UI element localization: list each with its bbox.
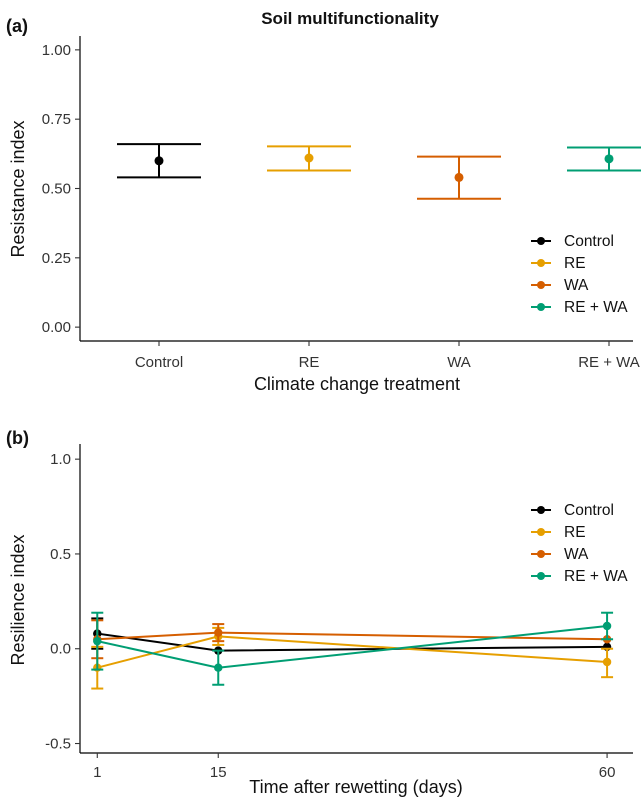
panel-a-marks: [117, 143, 641, 200]
data-point-wa: [454, 172, 464, 182]
panel-b-x-tick-label: 1: [93, 764, 101, 781]
data-point-re: [602, 657, 612, 667]
legend-label: Control: [564, 233, 614, 250]
panel-a-y-ticks: 0.00 0.25 0.50 0.75 1.00: [42, 42, 80, 336]
panel-b-series-re: [91, 626, 614, 690]
data-point-wa: [214, 628, 223, 637]
panel-a-y-tick-label: 0.75: [42, 111, 71, 128]
legend-marker: [537, 572, 545, 580]
panel-b-series-re-wa: [91, 611, 614, 686]
legend-item-re-wa: RE + WA: [531, 299, 628, 316]
panel-a-x-tick-label: Control: [135, 354, 183, 371]
legend-item-wa: WA: [531, 546, 589, 563]
figure-title: Soil multifunctionality: [261, 9, 439, 28]
panel-a-y-tick-label: 0.50: [42, 181, 71, 198]
legend-marker: [537, 550, 545, 558]
legend-item-re: RE: [531, 255, 586, 272]
panel-a-x-ticks: Control RE WA RE + WA: [135, 341, 640, 371]
legend-item-wa: WA: [531, 277, 589, 294]
panel-b-label: (b): [6, 428, 29, 448]
legend-item-re: RE: [531, 524, 586, 541]
panel-a-series-wa: [417, 155, 501, 200]
legend-marker: [537, 259, 545, 267]
legend-label: RE: [564, 255, 586, 272]
legend-marker: [537, 303, 545, 311]
panel-a-x-tick-label: WA: [447, 354, 471, 371]
legend-item-control: Control: [531, 233, 614, 250]
legend-label: Control: [564, 502, 614, 519]
data-point-control: [154, 156, 164, 166]
panel-b-y-title: Resilience index: [8, 534, 28, 665]
legend-item-re-wa: RE + WA: [531, 568, 628, 585]
data-point-re-wa: [93, 636, 102, 646]
legend-item-control: Control: [531, 502, 614, 519]
panel-b-marks: [91, 611, 614, 690]
panel-a-y-title: Resistance index: [8, 120, 28, 257]
legend-marker: [537, 281, 545, 289]
data-point-re-wa: [602, 621, 612, 631]
legend-marker: [537, 528, 545, 536]
panel-b-y-ticks: -0.5 0.0 0.5 1.0: [45, 451, 80, 753]
panel-a-series-re-wa: [567, 146, 641, 172]
panel-b-y-tick-label: 0.0: [50, 641, 71, 658]
legend-label: RE + WA: [564, 299, 628, 316]
legend-label: RE: [564, 524, 586, 541]
panel-b: (b) -0.5 0.0 0.5 1.0 1 15 60 Time after rewet…: [6, 428, 633, 797]
data-point-re-wa: [604, 154, 614, 164]
panel-a-series-re: [267, 145, 351, 172]
panel-b-legend: Control RE WA RE + WA: [531, 502, 628, 585]
panel-a-y-tick-label: 0.00: [42, 319, 71, 336]
data-point-re: [304, 153, 314, 163]
panel-b-x-ticks: 1 15 60: [93, 753, 615, 781]
data-point-re-wa: [214, 663, 223, 672]
panel-a-x-tick-label: RE + WA: [578, 354, 640, 371]
panel-a-series-control: [117, 143, 201, 179]
panel-b-series-wa: [91, 619, 612, 660]
panel-a-label: (a): [6, 16, 28, 36]
legend-label: WA: [564, 277, 589, 294]
panel-b-x-tick-label: 60: [599, 764, 616, 781]
series-line-re: [97, 635, 608, 669]
legend-label: RE + WA: [564, 568, 628, 585]
panel-b-x-title: Time after rewetting (days): [249, 777, 462, 797]
panel-b-x-tick-label: 15: [210, 764, 227, 781]
panel-b-y-tick-label: 0.5: [50, 546, 71, 563]
legend-label: WA: [564, 546, 589, 563]
legend-marker: [537, 237, 545, 245]
panel-a-x-tick-label: RE: [299, 354, 320, 371]
panel-a-legend: Control RE WA RE + WA: [531, 233, 628, 316]
panel-a: (a) 0.00 0.25 0.50 0.75 1.00 Control RE WA RE +…: [6, 16, 641, 394]
panel-a-y-tick-label: 1.00: [42, 42, 71, 59]
legend-marker: [537, 506, 545, 514]
panel-b-y-tick-label: 1.0: [50, 451, 71, 468]
panel-a-x-title: Climate change treatment: [254, 374, 460, 394]
panel-b-y-tick-label: -0.5: [45, 736, 71, 753]
panel-a-y-tick-label: 0.25: [42, 250, 71, 267]
